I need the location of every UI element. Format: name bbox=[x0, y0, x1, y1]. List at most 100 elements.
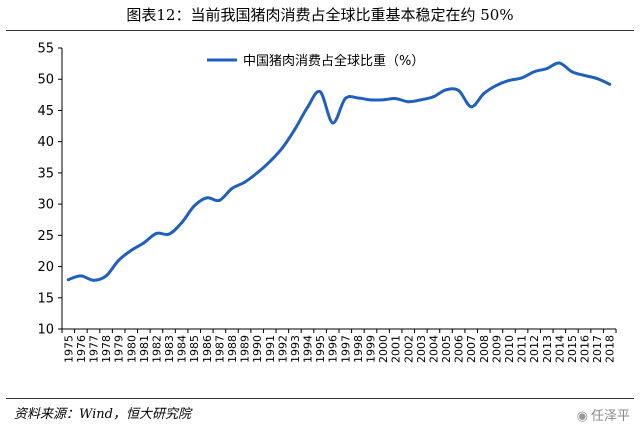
x-tick-label: 1991 bbox=[264, 335, 277, 363]
x-tick-label: 2017 bbox=[591, 335, 604, 363]
data-point-2001 bbox=[394, 97, 398, 100]
data-point-2014 bbox=[557, 61, 561, 65]
data-point-1978 bbox=[104, 274, 108, 278]
x-tick-label: 1988 bbox=[226, 335, 239, 363]
x-tick-label: 1994 bbox=[302, 335, 315, 363]
title-rule bbox=[6, 30, 634, 31]
x-tick-label: 1987 bbox=[213, 335, 226, 363]
watermark: ◉ 任泽平 bbox=[577, 405, 630, 424]
data-point-1983 bbox=[167, 232, 171, 236]
chart: 10 15 20 25 30 35 40 45 50 55 1975 1976 1977 1978 197… bbox=[37, 42, 617, 364]
data-point-1984 bbox=[180, 221, 184, 225]
x-tick-label: 2018 bbox=[604, 335, 617, 363]
data-point-2002 bbox=[406, 100, 410, 104]
data-point-2004 bbox=[432, 95, 435, 99]
x-axis-ticks: 1975 1976 1977 1978 1979 1980 1981 1982 1983 1984… bbox=[61, 329, 617, 363]
data-point-2009 bbox=[494, 84, 498, 87]
x-tick-label: 1979 bbox=[113, 335, 126, 363]
data-point-2006 bbox=[457, 89, 461, 92]
data-point-1976 bbox=[79, 274, 83, 278]
data-point-2007 bbox=[469, 105, 473, 109]
data-point-1980 bbox=[129, 248, 133, 252]
data-point-1998 bbox=[356, 96, 360, 100]
x-tick-label: 1996 bbox=[327, 335, 340, 363]
x-tick-label: 2014 bbox=[553, 335, 566, 363]
x-tick-label: 1997 bbox=[339, 335, 352, 363]
data-point-2015 bbox=[570, 70, 574, 74]
x-tick-label: 2000 bbox=[377, 335, 390, 363]
x-tick-label: 1992 bbox=[276, 335, 289, 363]
y-tick-label: 10 bbox=[37, 323, 54, 338]
series-points bbox=[66, 61, 612, 282]
data-point-1982 bbox=[155, 232, 158, 235]
weibo-icon: ◉ bbox=[576, 409, 588, 424]
x-tick-label: 2012 bbox=[528, 335, 541, 363]
data-point-2018 bbox=[608, 82, 612, 86]
data-point-2000 bbox=[381, 98, 385, 102]
x-tick-label: 1984 bbox=[176, 335, 189, 363]
legend: 中国猪肉消费占全球比重（%） bbox=[207, 53, 424, 69]
data-point-1994 bbox=[306, 105, 309, 109]
x-tick-label: 1993 bbox=[289, 335, 302, 363]
x-tick-label: 1978 bbox=[100, 335, 113, 363]
data-point-1991 bbox=[268, 160, 272, 164]
x-tick-label: 2006 bbox=[453, 335, 466, 363]
axes bbox=[61, 48, 616, 330]
data-point-2003 bbox=[419, 98, 423, 102]
x-tick-label: 1995 bbox=[314, 335, 327, 363]
data-point-2013 bbox=[545, 67, 549, 71]
x-tick-label: 1990 bbox=[251, 335, 264, 363]
y-tick-label: 40 bbox=[37, 135, 54, 150]
data-point-1990 bbox=[255, 171, 259, 175]
data-point-1977 bbox=[92, 278, 95, 282]
data-point-2017 bbox=[595, 77, 599, 80]
x-tick-label: 1998 bbox=[352, 335, 365, 363]
x-tick-label: 1980 bbox=[125, 335, 138, 363]
x-tick-label: 1985 bbox=[188, 335, 201, 363]
watermark-text: 任泽平 bbox=[590, 409, 630, 424]
footer-rule bbox=[6, 398, 634, 399]
data-point-2005 bbox=[444, 88, 448, 92]
data-point-1981 bbox=[142, 241, 146, 245]
x-tick-label: 1977 bbox=[87, 335, 100, 363]
x-tick-label: 2003 bbox=[415, 335, 428, 363]
data-point-1997 bbox=[343, 97, 347, 100]
x-tick-label: 2011 bbox=[516, 335, 529, 363]
data-point-1987 bbox=[217, 198, 221, 202]
x-tick-label: 2001 bbox=[390, 335, 403, 363]
legend-label: 中国猪肉消费占全球比重（%） bbox=[243, 53, 424, 69]
y-tick-label: 50 bbox=[37, 73, 54, 88]
data-point-2010 bbox=[507, 79, 511, 82]
data-point-1989 bbox=[243, 180, 246, 184]
x-tick-label: 1981 bbox=[138, 335, 151, 363]
x-tick-label: 2004 bbox=[427, 335, 440, 363]
x-tick-label: 1975 bbox=[62, 335, 75, 363]
y-axis-ticks: 10 15 20 25 30 35 40 45 50 55 bbox=[37, 42, 62, 338]
data-point-2016 bbox=[583, 74, 586, 77]
x-tick-label: 2007 bbox=[465, 335, 478, 363]
y-tick-label: 30 bbox=[37, 198, 54, 213]
y-tick-label: 20 bbox=[37, 260, 54, 275]
data-point-1996 bbox=[331, 121, 335, 125]
x-tick-label: 2015 bbox=[566, 335, 579, 363]
x-tick-label: 1976 bbox=[75, 335, 88, 363]
series-line bbox=[66, 61, 612, 282]
data-point-1986 bbox=[205, 196, 209, 200]
source-note: 资料来源：Wind，恒大研究院 bbox=[14, 407, 191, 422]
data-point-1993 bbox=[293, 127, 297, 131]
x-tick-label: 2008 bbox=[478, 335, 491, 363]
y-tick-label: 35 bbox=[37, 166, 54, 181]
x-tick-label: 2013 bbox=[541, 335, 554, 363]
x-tick-label: 1986 bbox=[201, 335, 214, 363]
x-tick-label: 1983 bbox=[163, 335, 176, 363]
x-tick-label: 2009 bbox=[490, 335, 503, 363]
data-point-1979 bbox=[117, 258, 121, 262]
x-tick-label: 2016 bbox=[579, 335, 592, 363]
y-tick-label: 55 bbox=[37, 42, 54, 57]
data-point-2011 bbox=[520, 76, 523, 80]
data-point-1995 bbox=[318, 90, 322, 94]
x-tick-label: 2010 bbox=[503, 335, 516, 363]
data-point-1975 bbox=[66, 278, 70, 282]
data-point-2008 bbox=[482, 92, 486, 95]
x-tick-label: 1999 bbox=[364, 335, 377, 363]
